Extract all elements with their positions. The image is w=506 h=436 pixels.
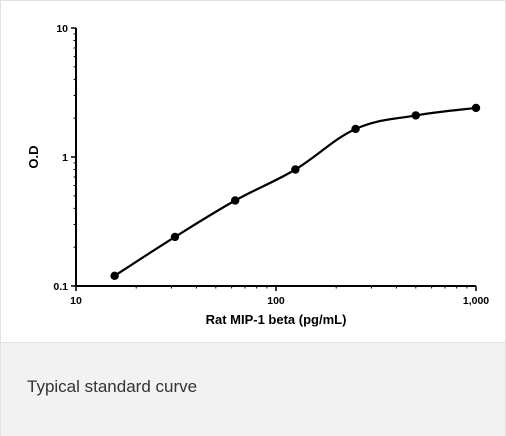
x-tick-label: 100 <box>267 295 285 307</box>
y-tick-label: 10 <box>56 23 68 35</box>
plot-area: 10 100 1,000 0.1 1 10 Rat MIP-1 beta (pg/mL) … <box>1 1 505 341</box>
data-point <box>411 111 420 120</box>
series-line <box>114 106 477 277</box>
figure-caption: Typical standard curve <box>27 377 198 396</box>
y-tick-label: 1 <box>62 152 68 164</box>
data-point <box>471 103 481 113</box>
data-point <box>230 196 240 205</box>
data-point <box>110 271 119 280</box>
x-axis-title: Rat MIP-1 beta (pg/mL) <box>206 312 347 327</box>
y-tick-label: 0.1 <box>53 281 68 293</box>
x-tick-label: 1,000 <box>463 295 489 307</box>
y-axis-title: O.D <box>26 145 41 168</box>
data-point <box>291 165 300 174</box>
data-point <box>351 124 360 134</box>
x-tick-label: 10 <box>70 295 82 307</box>
data-point <box>170 232 180 242</box>
caption-panel: Typical standard curve <box>1 342 505 436</box>
